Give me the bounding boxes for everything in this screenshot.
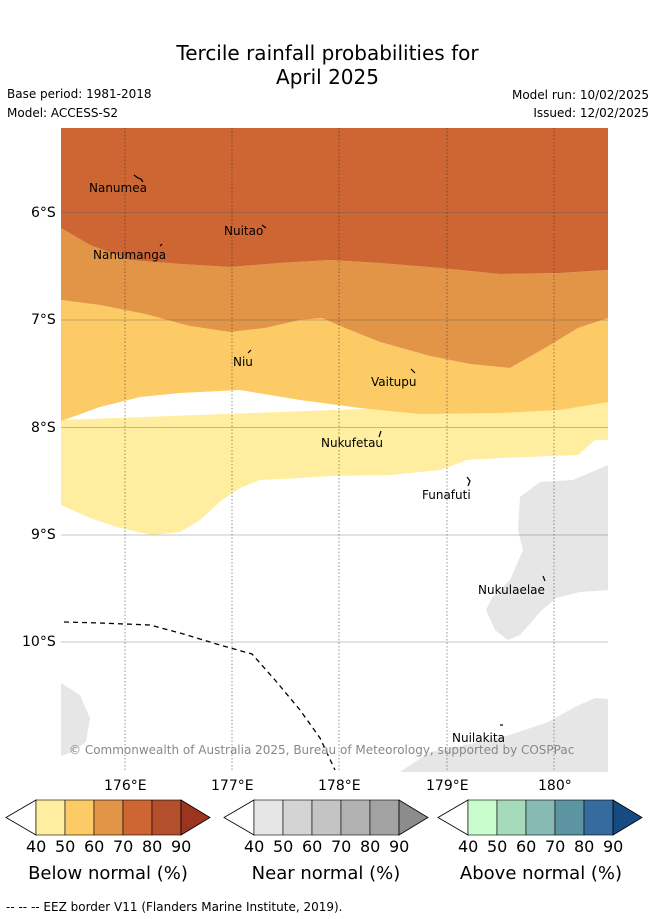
lon-tick-179e: 179°E <box>426 778 469 794</box>
colorbar-tick-label: 90 <box>603 837 624 856</box>
colorbar-under-triangle <box>5 799 37 836</box>
colorbar-segment <box>311 799 342 836</box>
colorbar-segment <box>525 799 556 836</box>
colorbar-over-triangle <box>180 799 211 836</box>
model-name: Model: ACCESS-S2 <box>7 106 119 120</box>
place-label-nuitao: Nuitao <box>224 224 263 238</box>
colorbar-tick-label: 50 <box>487 837 508 856</box>
colorbar-tick-label: 60 <box>302 837 323 856</box>
lat-tick-6s: 6°S <box>31 205 56 221</box>
near-normal-region <box>486 465 608 640</box>
island-vaitupu <box>410 368 416 374</box>
colorbar-tick-label: 60 <box>84 837 105 856</box>
island-nuitao <box>261 224 267 229</box>
lon-tick-178e: 178°E <box>318 778 361 794</box>
lat-tick-9s: 9°S <box>31 527 56 543</box>
colorbar-title-near: Near normal (%) <box>251 863 401 884</box>
colorbar-over-triangle <box>398 799 429 836</box>
colorbar-tick-label: 80 <box>574 837 595 856</box>
colorbar-under-triangle <box>223 799 255 836</box>
colorbar-under-triangle <box>437 799 469 836</box>
colorbar-segment <box>554 799 585 836</box>
place-label-vaitupu: Vaitupu <box>371 375 417 389</box>
colorbar-over-triangle <box>612 799 643 836</box>
colorbar-near-normal <box>223 799 429 836</box>
colorbar-tick-label: 60 <box>516 837 537 856</box>
lon-tick-177e: 177°E <box>211 778 254 794</box>
below-normal-40-50-region <box>61 400 608 535</box>
colorbar-segment <box>467 799 498 836</box>
attribution-text: © Commonwealth of Australia 2025, Bureau… <box>69 743 574 757</box>
colorbar-segment <box>35 799 66 836</box>
island-niu <box>247 349 252 354</box>
colorbar-segment <box>122 799 153 836</box>
colorbar-tick-label: 70 <box>545 837 566 856</box>
place-label-niu: Niu <box>233 355 253 369</box>
colorbar-below-normal <box>5 799 211 836</box>
lat-tick-10s: 10°S <box>22 634 56 650</box>
colorbar-segment <box>151 799 182 836</box>
colorbar-tick-label: 80 <box>142 837 163 856</box>
colorbar-tick-label: 70 <box>113 837 134 856</box>
eez-border-line <box>63 621 336 771</box>
colorbar-tick-label: 50 <box>273 837 294 856</box>
below-normal-70-80-region <box>61 128 608 274</box>
place-label-nanumea: Nanumea <box>89 181 147 195</box>
model-run: Model run: 10/02/2025 <box>511 88 649 102</box>
colorbar-title-below: Below normal (%) <box>28 863 188 884</box>
below-normal-50-60-region <box>61 300 608 421</box>
colorbar-tick-label: 40 <box>244 837 265 856</box>
colorbar-segment <box>93 799 124 836</box>
colorbar-segment <box>496 799 527 836</box>
colorbar-segment <box>253 799 284 836</box>
lat-gridlines <box>61 212 608 643</box>
colorbar-tick-label: 90 <box>389 837 410 856</box>
colorbar-tick-label: 40 <box>26 837 47 856</box>
island-shapes <box>133 174 546 726</box>
island-nukufetau <box>378 430 382 438</box>
colorbar-title-above: Above normal (%) <box>459 863 623 884</box>
place-label-funafuti: Funafuti <box>422 488 471 502</box>
colorbar-segment <box>282 799 313 836</box>
issued-date: Issued: 12/02/2025 <box>533 106 649 120</box>
map-title-line2: April 2025 <box>276 65 379 89</box>
colorbar-segment <box>64 799 95 836</box>
colorbar-tick-label: 70 <box>331 837 352 856</box>
island-nanumea <box>133 174 144 183</box>
colorbar-tick-label: 90 <box>171 837 192 856</box>
near-normal-region-sw <box>61 683 90 756</box>
base-period: Base period: 1981-2018 <box>7 87 152 101</box>
lat-tick-7s: 7°S <box>31 312 56 328</box>
colorbar-tick-label: 40 <box>458 837 479 856</box>
lon-tick-180: 180° <box>538 778 572 794</box>
island-nanumanga <box>159 243 163 247</box>
colorbar-segment <box>340 799 371 836</box>
colorbar-segment <box>369 799 400 836</box>
lon-gridlines <box>124 128 555 772</box>
near-normal-region-se <box>400 698 608 772</box>
place-label-nukulaelae: Nukulaelae <box>478 583 545 597</box>
colorbar-above-normal <box>437 799 643 836</box>
island-funafuti <box>466 476 471 487</box>
colorbar-tick-label: 50 <box>55 837 76 856</box>
eez-legend-footer: -- -- -- EEZ border V11 (Flanders Marine… <box>6 900 343 914</box>
lon-tick-176e: 176°E <box>104 778 147 794</box>
island-nukulaelae <box>542 575 546 582</box>
colorbar-tick-label: 80 <box>360 837 381 856</box>
below-normal-60-70-region <box>61 228 608 368</box>
lat-tick-8s: 8°S <box>31 420 56 436</box>
colorbars <box>5 799 643 836</box>
place-label-nuilakita: Nuilakita <box>452 731 505 745</box>
colorbar-segment <box>583 799 614 836</box>
map-title-line1: Tercile rainfall probabilities for <box>176 41 479 65</box>
place-label-nukufetau: Nukufetau <box>321 436 383 450</box>
place-label-nanumanga: Nanumanga <box>93 248 166 262</box>
